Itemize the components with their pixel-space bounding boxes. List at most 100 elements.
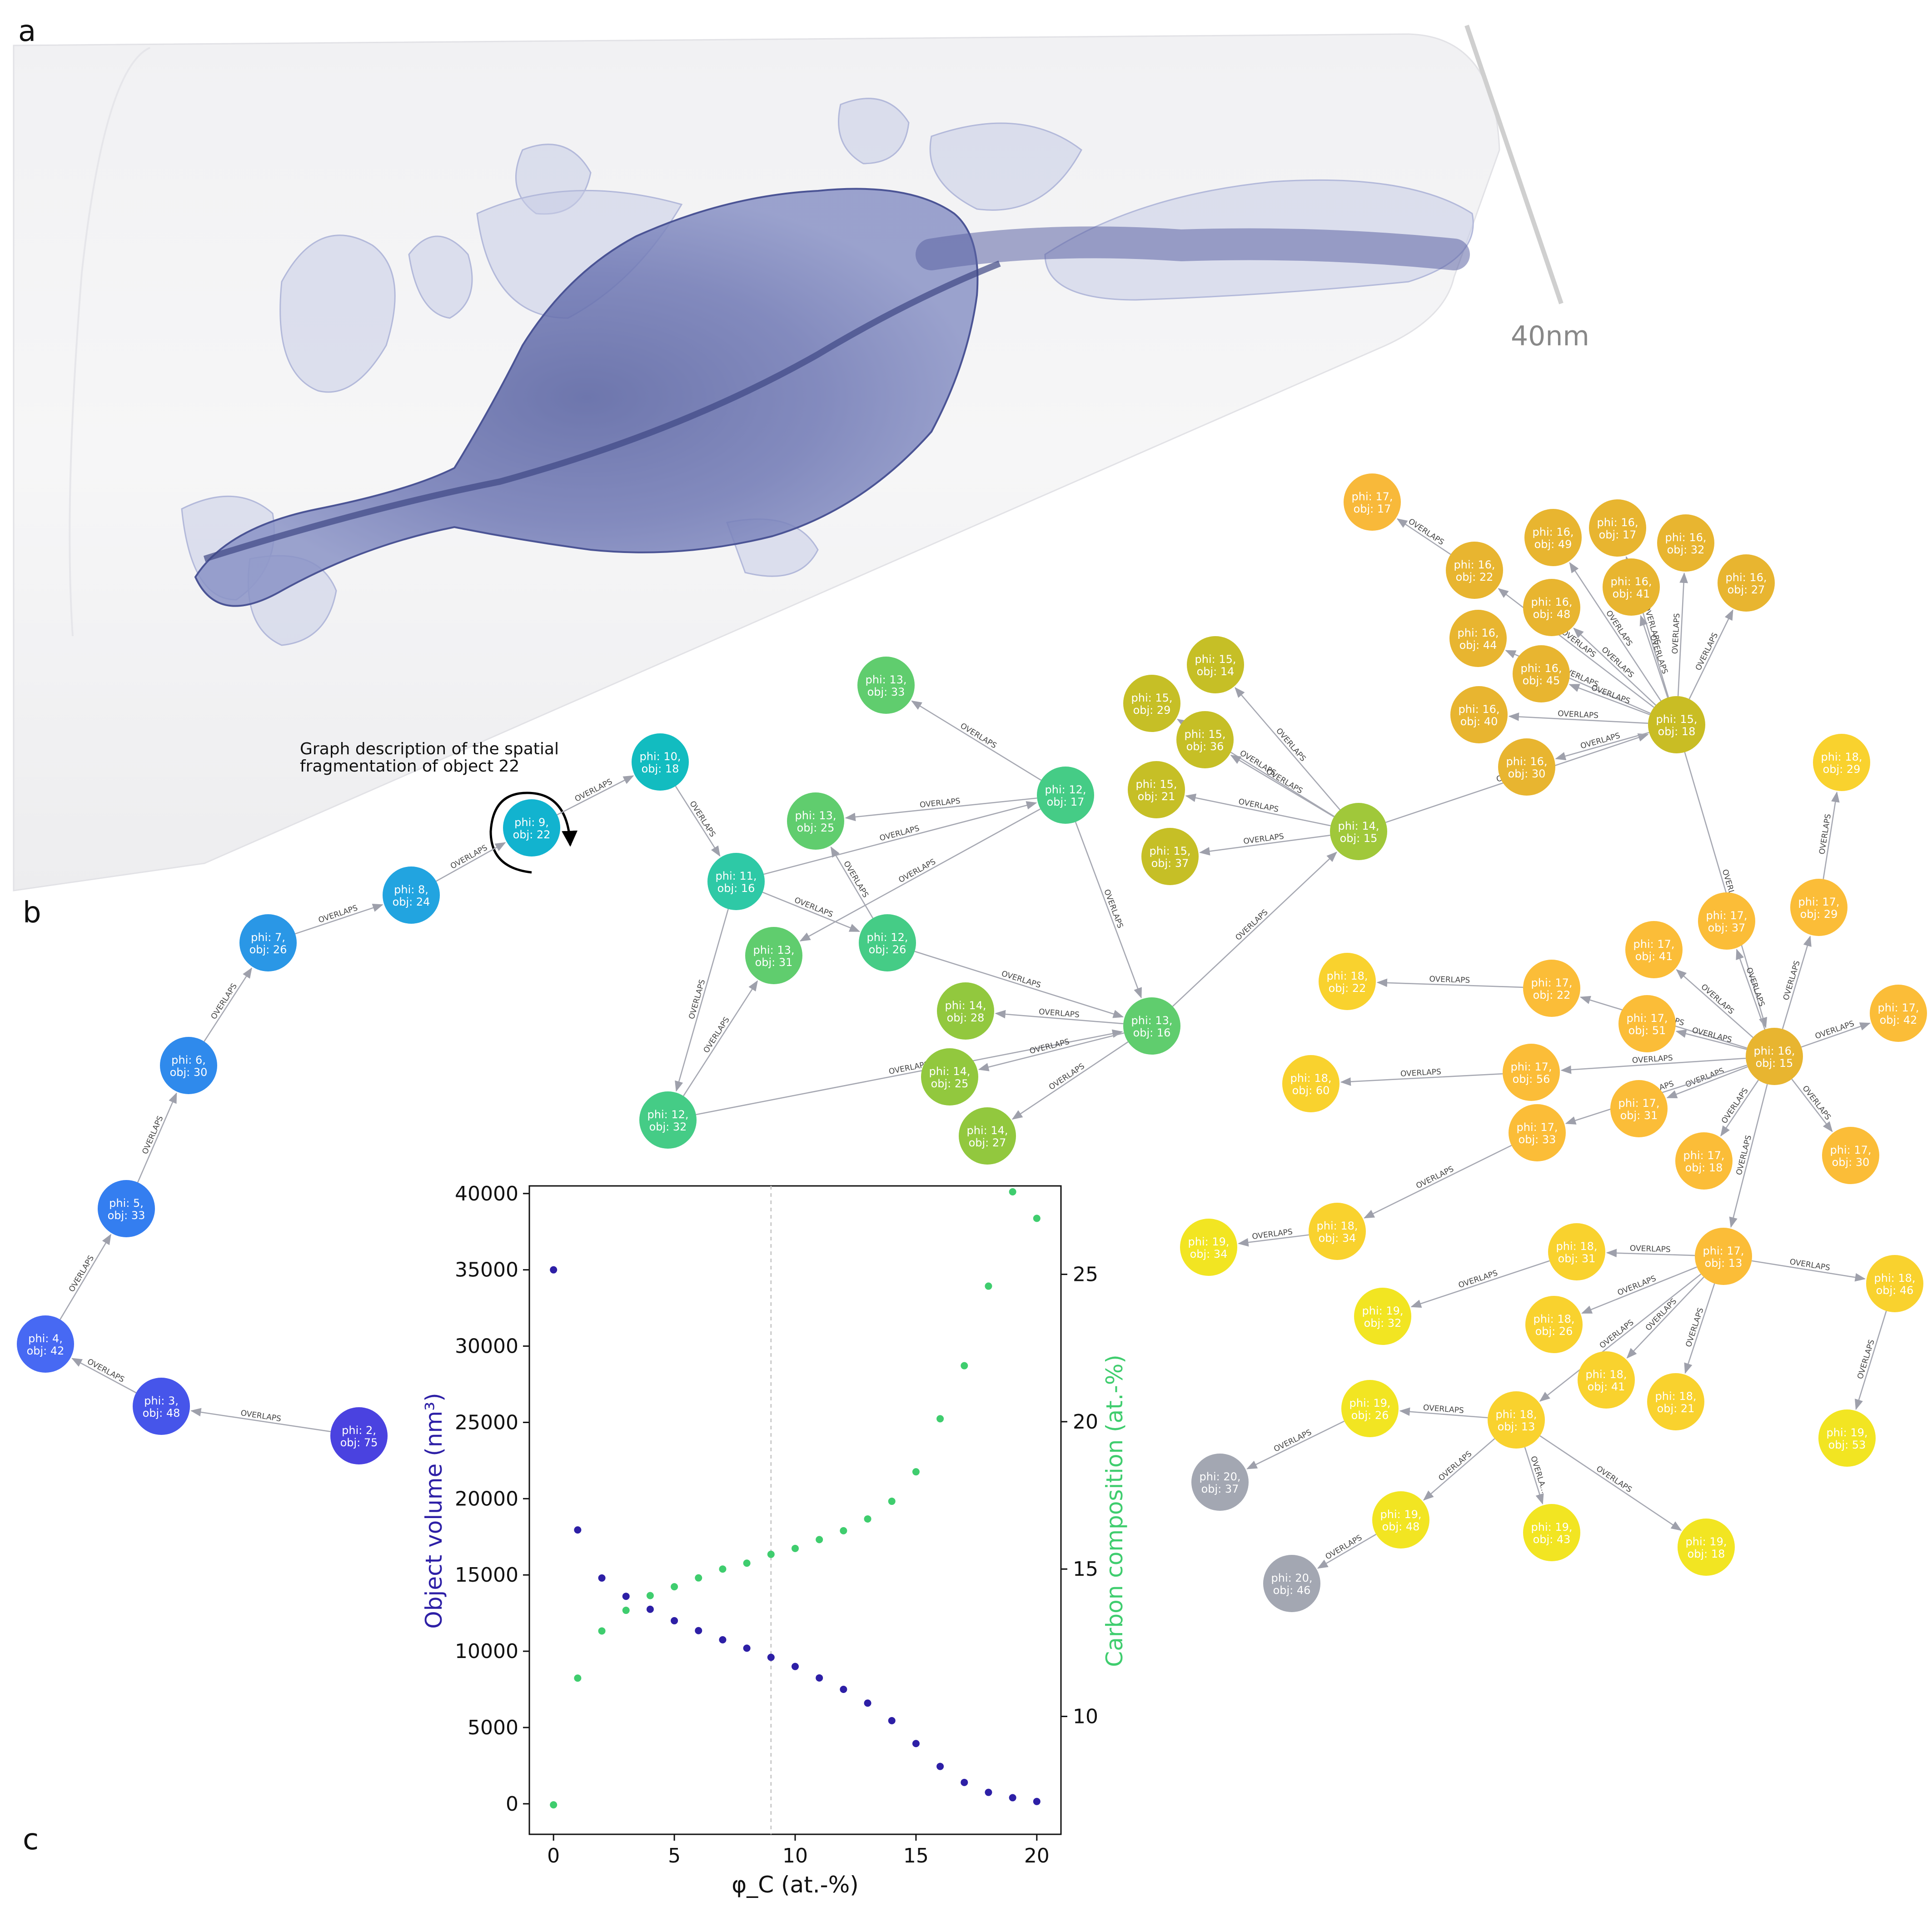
graph-node-phi-18-obj-26[interactable]: phi: 18,obj: 26	[1525, 1296, 1583, 1353]
graph-node-phi-17-obj-51[interactable]: phi: 17,obj: 51	[1618, 995, 1676, 1052]
graph-node-phi-12-obj-26[interactable]: phi: 12,obj: 26	[859, 914, 916, 971]
graph-node-phi-18-obj-22[interactable]: phi: 18,obj: 22	[1319, 953, 1376, 1010]
volume-point	[961, 1778, 968, 1786]
graph-node-phi-14-obj-25[interactable]: phi: 14,obj: 25	[921, 1048, 978, 1105]
graph-node-phi-16-obj-44[interactable]: phi: 16,obj: 44	[1449, 610, 1507, 667]
graph-edge-label: OVERLAPS	[1691, 1026, 1733, 1045]
graph-node-phi-17-obj-18[interactable]: phi: 17,obj: 18	[1675, 1132, 1733, 1190]
graph-node-phi-19-obj-53[interactable]: phi: 19,obj: 53	[1818, 1409, 1876, 1467]
graph-node-phi-17-obj-17[interactable]: phi: 17,obj: 17	[1344, 473, 1401, 531]
graph-node-phi-11-obj-16[interactable]: phi: 11,obj: 16	[707, 853, 765, 910]
graph-node-phi-17-obj-41[interactable]: phi: 17,obj: 41	[1625, 921, 1683, 978]
y-axis-title-left: Object volume (nm³)	[421, 1393, 447, 1628]
graph-node-phi-19-obj-32[interactable]: phi: 19,obj: 32	[1354, 1288, 1411, 1345]
graph-node-phi-8-obj-24[interactable]: phi: 8,obj: 24	[383, 866, 440, 924]
graph-node-circle	[1263, 1555, 1320, 1612]
graph-node-phi-15-obj-18[interactable]: phi: 15,obj: 18	[1648, 696, 1705, 753]
graph-node-obj-label: obj: 48	[1533, 608, 1571, 621]
panel-label-c: c	[23, 1823, 39, 1857]
graph-node-phi-18-obj-13[interactable]: phi: 18,obj: 13	[1488, 1391, 1545, 1449]
graph-node-phi-13-obj-25[interactable]: phi: 13,obj: 25	[787, 792, 844, 850]
graph-node-phi-17-obj-37[interactable]: phi: 17,obj: 37	[1698, 892, 1755, 950]
graph-node-phi-15-obj-36[interactable]: phi: 15,obj: 36	[1176, 711, 1234, 768]
x-tick-label: 15	[903, 1844, 929, 1867]
graph-node-phi-12-obj-17[interactable]: phi: 12,obj: 17	[1037, 767, 1094, 824]
graph-node-phi-19-obj-34[interactable]: phi: 19,obj: 34	[1180, 1219, 1237, 1276]
graph-node-phi-16-obj-45[interactable]: phi: 16,obj: 45	[1513, 645, 1570, 702]
graph-node-phi-16-obj-32[interactable]: phi: 16,obj: 32	[1657, 514, 1714, 572]
graph-node-phi-16-obj-22[interactable]: phi: 16,obj: 22	[1446, 542, 1503, 599]
graph-node-phi-18-obj-29[interactable]: phi: 18,obj: 29	[1813, 734, 1870, 791]
graph-node-phi-5-obj-33[interactable]: phi: 5,obj: 33	[98, 1180, 155, 1237]
graph-node-phi-12-obj-32[interactable]: phi: 12,obj: 32	[639, 1091, 697, 1149]
graph-node-phi-19-obj-48[interactable]: phi: 19,obj: 48	[1372, 1491, 1429, 1549]
graph-node-obj-label: obj: 42	[1880, 1014, 1917, 1026]
graph-node-phi-label: phi: 18,	[1821, 751, 1862, 763]
graph-node-phi-16-obj-27[interactable]: phi: 16,obj: 27	[1718, 554, 1775, 612]
graph-node-phi-15-obj-14[interactable]: phi: 15,obj: 14	[1187, 636, 1244, 693]
graph-node-phi-16-obj-15[interactable]: phi: 16,obj: 15	[1746, 1028, 1803, 1085]
graph-node-phi-3-obj-48[interactable]: phi: 3,obj: 48	[133, 1378, 190, 1435]
graph-node-phi-13-obj-33[interactable]: phi: 13,obj: 33	[857, 657, 915, 714]
volume-point	[622, 1593, 630, 1600]
graph-node-phi-19-obj-43[interactable]: phi: 19,obj: 43	[1523, 1504, 1580, 1561]
graph-node-phi-9-obj-22[interactable]: phi: 9,obj: 22	[503, 799, 560, 856]
graph-node-phi-7-obj-26[interactable]: phi: 7,obj: 26	[239, 914, 297, 971]
graph-edge-label: OVERLAPS	[1782, 960, 1802, 1001]
graph-node-phi-19-obj-18[interactable]: phi: 19,obj: 18	[1678, 1519, 1735, 1576]
graph-node-phi-label: phi: 17,	[1618, 1097, 1660, 1110]
graph-node-phi-15-obj-21[interactable]: phi: 15,obj: 21	[1128, 761, 1185, 818]
graph-node-phi-17-obj-56[interactable]: phi: 17,obj: 56	[1503, 1044, 1560, 1101]
graph-node-obj-label: obj: 26	[1535, 1325, 1573, 1338]
y-left-tick-label: 15000	[455, 1564, 518, 1587]
graph-node-phi-13-obj-16[interactable]: phi: 13,obj: 16	[1123, 997, 1180, 1055]
graph-node-phi-2-obj-75[interactable]: phi: 2,obj: 75	[330, 1407, 388, 1464]
graph-node-phi-16-obj-49[interactable]: phi: 16,obj: 49	[1524, 509, 1582, 566]
graph-node-phi-15-obj-37[interactable]: phi: 15,obj: 37	[1141, 828, 1199, 885]
graph-node-phi-16-obj-41[interactable]: phi: 16,obj: 41	[1603, 558, 1660, 616]
graph-node-phi-label: phi: 9,	[514, 816, 549, 829]
graph-node-phi-14-obj-27[interactable]: phi: 14,obj: 27	[959, 1107, 1016, 1165]
graph-node-phi-18-obj-31[interactable]: phi: 18,obj: 31	[1548, 1223, 1605, 1280]
graph-node-phi-14-obj-15[interactable]: phi: 14,obj: 15	[1330, 803, 1387, 860]
graph-node-phi-6-obj-30[interactable]: phi: 6,obj: 30	[160, 1037, 217, 1094]
graph-edge-15-18-to-16-41	[1639, 615, 1668, 698]
graph-node-phi-17-obj-30[interactable]: phi: 17,obj: 30	[1822, 1127, 1879, 1184]
graph-node-circle	[1618, 995, 1676, 1052]
graph-node-circle	[787, 792, 844, 850]
graph-node-phi-17-obj-29[interactable]: phi: 17,obj: 29	[1790, 879, 1847, 936]
graph-node-phi-17-obj-22[interactable]: phi: 17,obj: 22	[1523, 960, 1580, 1017]
graph-node-phi-16-obj-17[interactable]: phi: 16,obj: 17	[1589, 499, 1646, 557]
graph-node-phi-16-obj-40[interactable]: phi: 16,obj: 40	[1450, 686, 1508, 743]
chart-plot-frame	[528, 1185, 1062, 1835]
graph-node-obj-label: obj: 22	[513, 828, 551, 841]
graph-node-phi-10-obj-18[interactable]: phi: 10,obj: 18	[632, 733, 689, 791]
graph-node-circle	[1509, 1104, 1566, 1161]
graph-node-phi-17-obj-42[interactable]: phi: 17,obj: 42	[1870, 985, 1927, 1042]
graph-node-phi-18-obj-41[interactable]: phi: 18,obj: 41	[1578, 1351, 1635, 1409]
graph-node-phi-15-obj-29[interactable]: phi: 15,obj: 29	[1123, 675, 1180, 732]
graph-node-phi-18-obj-46[interactable]: phi: 18,obj: 46	[1866, 1255, 1923, 1312]
graph-node-phi-4-obj-42[interactable]: phi: 4,obj: 42	[17, 1315, 74, 1373]
graph-node-obj-label: obj: 75	[340, 1436, 378, 1449]
graph-node-phi-18-obj-21[interactable]: phi: 18,obj: 21	[1647, 1373, 1704, 1430]
graph-edge-label: OVERLAPS	[1699, 982, 1736, 1016]
graph-node-phi-20-obj-37[interactable]: phi: 20,obj: 37	[1191, 1454, 1249, 1511]
graph-node-phi-14-obj-28[interactable]: phi: 14,obj: 28	[937, 982, 994, 1040]
graph-node-phi-16-obj-48[interactable]: phi: 16,obj: 48	[1523, 579, 1580, 636]
graph-node-phi-18-obj-60[interactable]: phi: 18,obj: 60	[1282, 1055, 1339, 1112]
graph-edge-15-18-to-16-45	[1569, 684, 1650, 716]
graph-edge-6-30-to-7-26	[204, 967, 252, 1042]
graph-node-phi-19-obj-26[interactable]: phi: 19,obj: 26	[1341, 1380, 1399, 1437]
graph-edge-17-13-to-18-31	[1606, 1249, 1695, 1258]
graph-node-phi-17-obj-31[interactable]: phi: 17,obj: 31	[1610, 1080, 1668, 1137]
graph-node-phi-17-obj-33[interactable]: phi: 17,obj: 33	[1509, 1104, 1566, 1161]
graph-node-phi-13-obj-31[interactable]: phi: 13,obj: 31	[745, 927, 802, 984]
volume-point	[767, 1653, 775, 1661]
graph-node-obj-label: obj: 15	[1756, 1057, 1793, 1070]
graph-node-phi-18-obj-34[interactable]: phi: 18,obj: 34	[1309, 1203, 1366, 1260]
graph-node-phi-17-obj-13[interactable]: phi: 17,obj: 13	[1695, 1228, 1752, 1285]
graph-node-obj-label: obj: 28	[947, 1011, 985, 1024]
graph-node-phi-16-obj-30[interactable]: phi: 16,obj: 30	[1498, 738, 1555, 796]
graph-node-phi-20-obj-46[interactable]: phi: 20,obj: 46	[1263, 1555, 1320, 1612]
